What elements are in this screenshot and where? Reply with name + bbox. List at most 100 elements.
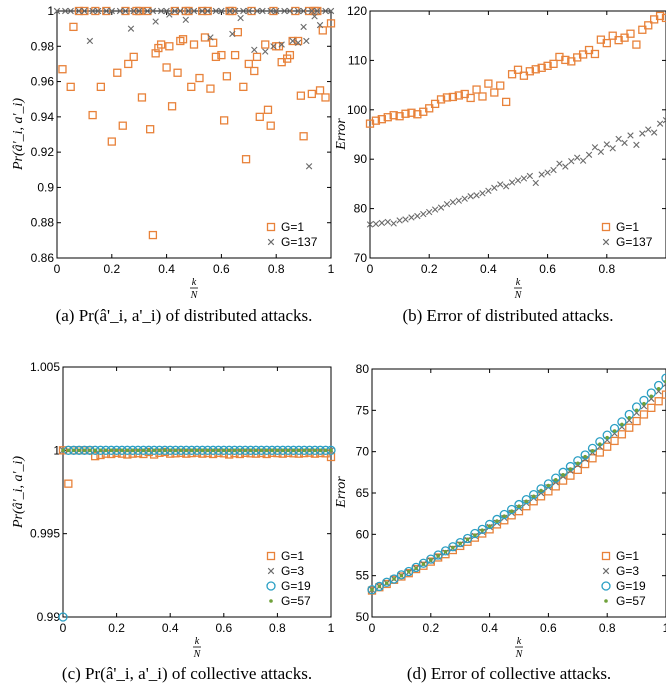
data-point: [303, 37, 310, 45]
x-tick-label: 0.6: [213, 262, 230, 276]
series-g137: [366, 116, 666, 228]
x-tick-label: 0.4: [162, 621, 179, 635]
data-point: [491, 184, 498, 192]
legend-label: G=1: [281, 549, 304, 563]
data-point: [574, 154, 581, 161]
data-point: [485, 187, 492, 195]
data-point: [113, 68, 122, 77]
x-tick-label: 0: [367, 262, 374, 276]
data-point: [654, 397, 663, 406]
x-tick-label: 0.6: [539, 262, 556, 276]
data-point: [270, 448, 274, 453]
data-point: [588, 454, 597, 463]
data-point: [508, 179, 516, 186]
data-point: [144, 7, 151, 15]
data-point: [296, 91, 306, 100]
data-point: [389, 111, 398, 120]
data-point: [91, 452, 100, 461]
y-tick-label: 80: [354, 202, 368, 216]
data-point: [124, 59, 133, 69]
data-point: [538, 171, 545, 178]
data-point: [470, 528, 480, 539]
x-axis-label: kN: [193, 636, 202, 660]
data-point: [262, 48, 269, 55]
data-point: [383, 113, 392, 122]
legend: G=1G=137: [601, 220, 653, 249]
data-point: [401, 109, 410, 118]
data-point: [299, 132, 308, 141]
data-point: [514, 177, 522, 184]
data-point: [259, 448, 264, 453]
data-point: [396, 217, 403, 224]
legend-label: G=3: [616, 564, 639, 578]
series-g137: [53, 7, 335, 170]
data-point: [536, 492, 546, 501]
data-marks: [53, 6, 336, 240]
data-point: [437, 204, 445, 211]
data-point: [497, 181, 504, 188]
data-point: [568, 467, 573, 471]
data-point: [583, 454, 587, 459]
data-point: [67, 7, 74, 15]
data-point: [104, 448, 108, 453]
data-point: [591, 144, 599, 151]
data-point: [88, 448, 92, 453]
data-point: [546, 483, 551, 488]
data-point: [507, 70, 517, 79]
data-point: [286, 7, 294, 15]
data-point: [544, 169, 551, 176]
legend-label: G=1: [616, 549, 639, 563]
data-point: [114, 448, 119, 453]
data-point: [576, 461, 580, 466]
data-point: [520, 175, 528, 182]
x-tick-label: 0.2: [108, 621, 125, 635]
data-point: [259, 7, 266, 15]
x-tick-label: 1: [328, 262, 335, 276]
chart-panel-4: 5055606570758000.20.40.60.81kNErrorG=1G=…: [334, 362, 666, 683]
data-point: [531, 494, 536, 499]
data-point: [195, 73, 204, 83]
data-point: [517, 504, 521, 509]
data-point: [418, 558, 429, 568]
data-point: [294, 39, 302, 46]
data-point: [644, 21, 653, 30]
x-tick-label: 0.8: [598, 262, 615, 276]
y-tick-label: 0.96: [31, 75, 55, 89]
data-point: [499, 509, 509, 520]
data-point: [426, 554, 436, 564]
data-point: [609, 145, 616, 152]
data-point: [458, 541, 463, 546]
data-point: [163, 448, 167, 453]
x-tick-label: 0.2: [422, 621, 439, 635]
data-point: [553, 477, 558, 482]
data-point: [219, 116, 229, 125]
data-point: [425, 104, 434, 113]
data-point: [162, 63, 171, 72]
data-point: [58, 612, 68, 622]
data-point: [238, 448, 242, 453]
data-point: [465, 537, 470, 542]
data-point: [449, 198, 457, 206]
data-point: [315, 86, 325, 95]
data-point: [307, 448, 312, 453]
data-point: [549, 59, 558, 69]
data-point: [227, 448, 231, 453]
y-axis-label: Pr(â'_i, a'_i): [11, 98, 26, 171]
data-point: [141, 448, 146, 453]
x-axis-label: kN: [515, 636, 524, 660]
legend: G=1G=3G=19G=57: [266, 549, 311, 608]
data-point: [81, 7, 88, 15]
data-point: [480, 528, 485, 532]
data-point: [431, 206, 439, 213]
data-point: [649, 394, 654, 399]
data-point: [581, 459, 590, 469]
data-point: [329, 448, 333, 453]
data-point: [226, 7, 233, 15]
data-point: [244, 59, 253, 69]
data-point: [627, 132, 634, 139]
data-point: [421, 562, 426, 566]
data-point: [245, 7, 252, 15]
y-tick-label: 0.94: [31, 110, 55, 124]
x-tick-label: 1: [663, 621, 666, 635]
data-point: [634, 408, 639, 413]
